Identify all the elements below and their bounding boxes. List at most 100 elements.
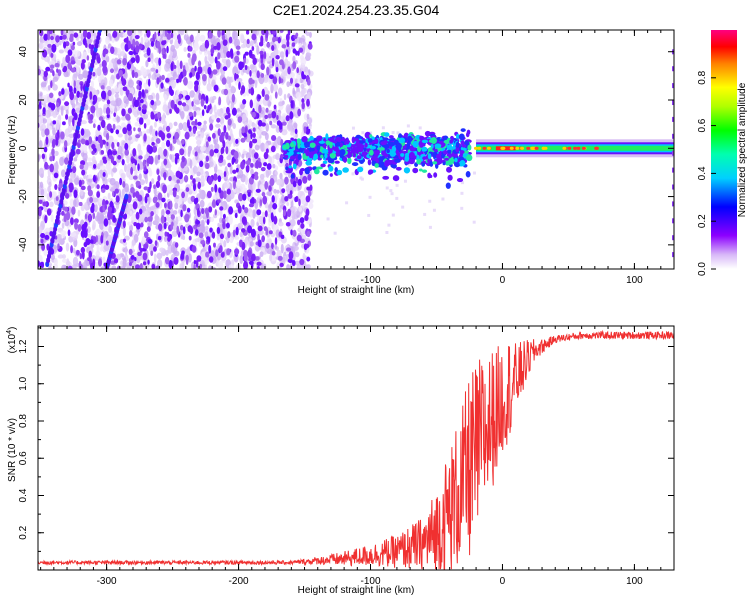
- heatmap-cell: [132, 148, 137, 157]
- heatmap-cell: [97, 212, 104, 218]
- heatmap-cell: [306, 230, 311, 238]
- heatmap-cell: [142, 210, 150, 219]
- snr-frame: [37, 325, 675, 571]
- heatmap-cell: [155, 180, 161, 189]
- heatmap-cell: [53, 257, 58, 266]
- heatmap-cell: [279, 262, 284, 268]
- heatmap-cell: [281, 129, 288, 136]
- heatmap-cell: [360, 177, 364, 181]
- heatmap-cell: [88, 136, 93, 145]
- heatmap-cell: [124, 131, 128, 142]
- heatmap-cell: [389, 189, 393, 193]
- heatmap-cell: [360, 144, 365, 149]
- heatmap-cell: [212, 69, 218, 75]
- heatmap-cell: [294, 83, 300, 88]
- heatmap-cell: [111, 265, 117, 269]
- heatmap-cell: [250, 218, 255, 228]
- heatmap-cell: [248, 177, 254, 185]
- heatmap-cell: [173, 121, 178, 127]
- heatmap-cell: [194, 83, 199, 93]
- heatmap-cell: [187, 214, 190, 219]
- heatmap-cell: [263, 76, 269, 81]
- heatmap-cell: [263, 151, 269, 160]
- carrier-peak: [482, 146, 487, 150]
- heatmap-cell: [91, 150, 95, 155]
- heatmap-cell: [134, 40, 140, 47]
- heatmap-cell: [395, 183, 399, 187]
- heatmap-cell: [211, 132, 216, 139]
- heatmap-cell: [301, 234, 307, 240]
- spectrogram-xlabel: Height of straight line (km): [298, 285, 415, 296]
- spectrogram-ytick-label: -40: [18, 237, 29, 252]
- heatmap-cell: [45, 66, 51, 72]
- heatmap-cell: [442, 150, 449, 155]
- heatmap-cell: [447, 149, 452, 154]
- heatmap-cell: [169, 170, 173, 178]
- heatmap-cell: [222, 66, 228, 72]
- heatmap-cell: [460, 140, 465, 146]
- heatmap-cell: [182, 121, 188, 132]
- heatmap-cell: [81, 179, 85, 185]
- heatmap-cell: [207, 66, 212, 75]
- heatmap-cell: [388, 138, 395, 142]
- heatmap-cell: [441, 197, 445, 201]
- heatmap-cell: [89, 239, 94, 244]
- heatmap-cell: [65, 54, 71, 64]
- carrier-peak: [573, 146, 578, 150]
- heatmap-cell: [151, 136, 154, 144]
- heatmap-cell: [249, 140, 253, 149]
- heatmap-cell: [233, 180, 236, 190]
- heatmap-cell: [38, 68, 41, 76]
- heatmap-cell: [240, 85, 246, 94]
- heatmap-cell: [242, 204, 245, 210]
- heatmap-cell: [212, 194, 217, 200]
- heatmap-cell: [52, 162, 59, 172]
- heatmap-cell: [176, 34, 181, 41]
- heatmap-cell: [91, 44, 95, 49]
- heatmap-cell: [161, 141, 166, 150]
- heatmap-cell: [112, 123, 116, 131]
- heatmap-cell: [79, 252, 83, 260]
- heatmap-cell: [407, 135, 413, 142]
- heatmap-cell: [170, 32, 174, 39]
- heatmap-cell: [149, 206, 156, 211]
- heatmap-cell: [110, 155, 115, 164]
- heatmap-cell: [50, 103, 56, 111]
- heatmap-cell: [169, 143, 173, 151]
- heatmap-cell: [113, 258, 119, 264]
- heatmap-cell: [106, 141, 109, 147]
- heatmap-cell: [281, 188, 286, 194]
- heatmap-cell: [208, 206, 213, 213]
- heatmap-cell: [459, 160, 466, 167]
- heatmap-cell: [261, 88, 265, 98]
- heatmap-cell: [308, 152, 314, 159]
- heatmap-cell: [62, 56, 66, 67]
- heatmap-cell: [84, 213, 88, 220]
- heatmap-cell: [275, 66, 279, 73]
- heatmap-cell: [174, 131, 180, 140]
- heatmap-cell: [232, 169, 237, 174]
- heatmap-cell: [61, 233, 66, 239]
- heatmap-cell: [333, 231, 337, 235]
- heatmap-cell: [223, 182, 228, 189]
- heatmap-cell: [239, 231, 243, 238]
- heatmap-cell: [256, 261, 262, 266]
- heatmap-cell: [295, 50, 298, 56]
- heatmap-cell: [281, 194, 285, 204]
- heatmap-cell: [447, 174, 453, 181]
- heatmap-streak: [98, 30, 103, 33]
- heatmap-cell: [222, 213, 226, 219]
- heatmap-cell: [456, 133, 460, 140]
- heatmap-cell: [39, 92, 43, 97]
- heatmap-cell: [210, 216, 215, 222]
- heatmap-cell: [107, 205, 113, 213]
- heatmap-cell: [300, 57, 307, 66]
- heatmap-cell: [223, 124, 227, 134]
- heatmap-cell: [285, 49, 289, 58]
- heatmap-cell: [116, 116, 121, 123]
- heatmap-cell: [201, 42, 205, 52]
- heatmap-cell: [272, 203, 278, 210]
- heatmap-cell: [257, 95, 262, 100]
- heatmap-cell: [110, 100, 117, 106]
- heatmap-cell: [183, 76, 188, 86]
